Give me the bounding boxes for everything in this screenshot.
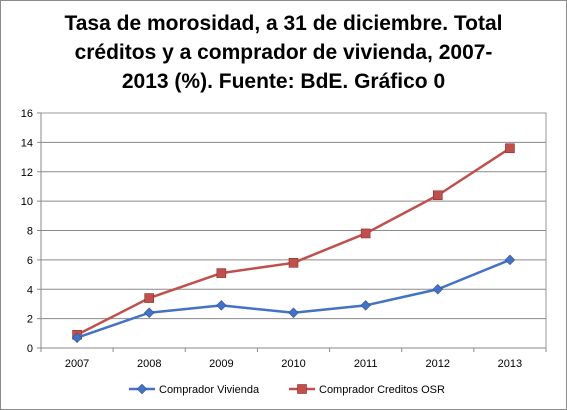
legend-label-comprador-vivienda: Comprador Vivienda bbox=[159, 384, 260, 396]
legend-label-comprador-creditos-osr: Comprador Creditos OSR bbox=[319, 384, 445, 396]
point-comprador-creditos-osr-2010 bbox=[288, 258, 299, 268]
x-tick-label-2011: 2011 bbox=[354, 358, 378, 370]
point-comprador-creditos-osr-2008 bbox=[144, 293, 155, 303]
point-comprador-vivienda-2013 bbox=[504, 254, 516, 266]
point-comprador-vivienda-2009 bbox=[216, 300, 227, 311]
point-comprador-vivienda-2012 bbox=[432, 284, 444, 295]
x-tick-label-2007: 2007 bbox=[65, 358, 89, 370]
chart-title-line-2: créditos y a comprador de vivienda, 2007… bbox=[74, 41, 493, 64]
chart-title-line-1: Tasa de morosidad, a 31 de diciembre. To… bbox=[64, 12, 503, 35]
y-tick-label-12: 12 bbox=[21, 167, 33, 179]
x-tick-label-2012: 2012 bbox=[426, 358, 450, 370]
x-tick-label-2009: 2009 bbox=[209, 358, 233, 370]
point-comprador-creditos-osr-2012 bbox=[432, 190, 443, 201]
y-tick-label-6: 6 bbox=[27, 255, 33, 267]
y-tick-label-8: 8 bbox=[27, 226, 33, 238]
legend-marker-comprador-vivienda bbox=[136, 383, 148, 395]
series-line-comprador-vivienda bbox=[76, 258, 511, 339]
x-tick-label-2013: 2013 bbox=[498, 358, 522, 370]
point-comprador-vivienda-2008 bbox=[143, 307, 155, 318]
point-comprador-vivienda-2010 bbox=[288, 307, 299, 318]
chart-title-line-3: 2013 (%). Fuente: BdE. Gráfico 0 bbox=[121, 70, 446, 93]
point-comprador-creditos-osr-2011 bbox=[360, 228, 371, 239]
x-tick-label-2008: 2008 bbox=[137, 358, 161, 370]
legend-marker-comprador-creditos-osr bbox=[297, 384, 307, 394]
series-line-comprador-creditos-osr bbox=[76, 147, 511, 336]
point-comprador-vivienda-2011 bbox=[360, 300, 371, 311]
point-comprador-creditos-osr-2009 bbox=[216, 268, 227, 278]
x-tick-label-2010: 2010 bbox=[281, 358, 305, 370]
point-comprador-creditos-osr-2013 bbox=[505, 143, 515, 154]
point-comprador-vivienda-2007 bbox=[71, 332, 83, 343]
y-tick-label-14: 14 bbox=[21, 137, 33, 149]
y-tick-label-2: 2 bbox=[27, 314, 33, 326]
y-tick-label-10: 10 bbox=[21, 196, 33, 208]
chart-title: Tasa de morosidad, a 31 de diciembre. To… bbox=[1, 9, 566, 96]
y-tick-label-0: 0 bbox=[27, 343, 33, 355]
y-tick-label-16: 16 bbox=[21, 108, 33, 120]
y-tick-label-4: 4 bbox=[27, 284, 33, 296]
